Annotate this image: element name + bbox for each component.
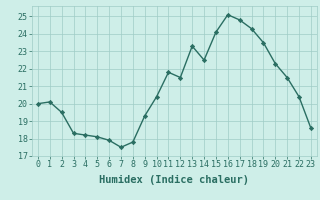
X-axis label: Humidex (Indice chaleur): Humidex (Indice chaleur) xyxy=(100,175,249,185)
